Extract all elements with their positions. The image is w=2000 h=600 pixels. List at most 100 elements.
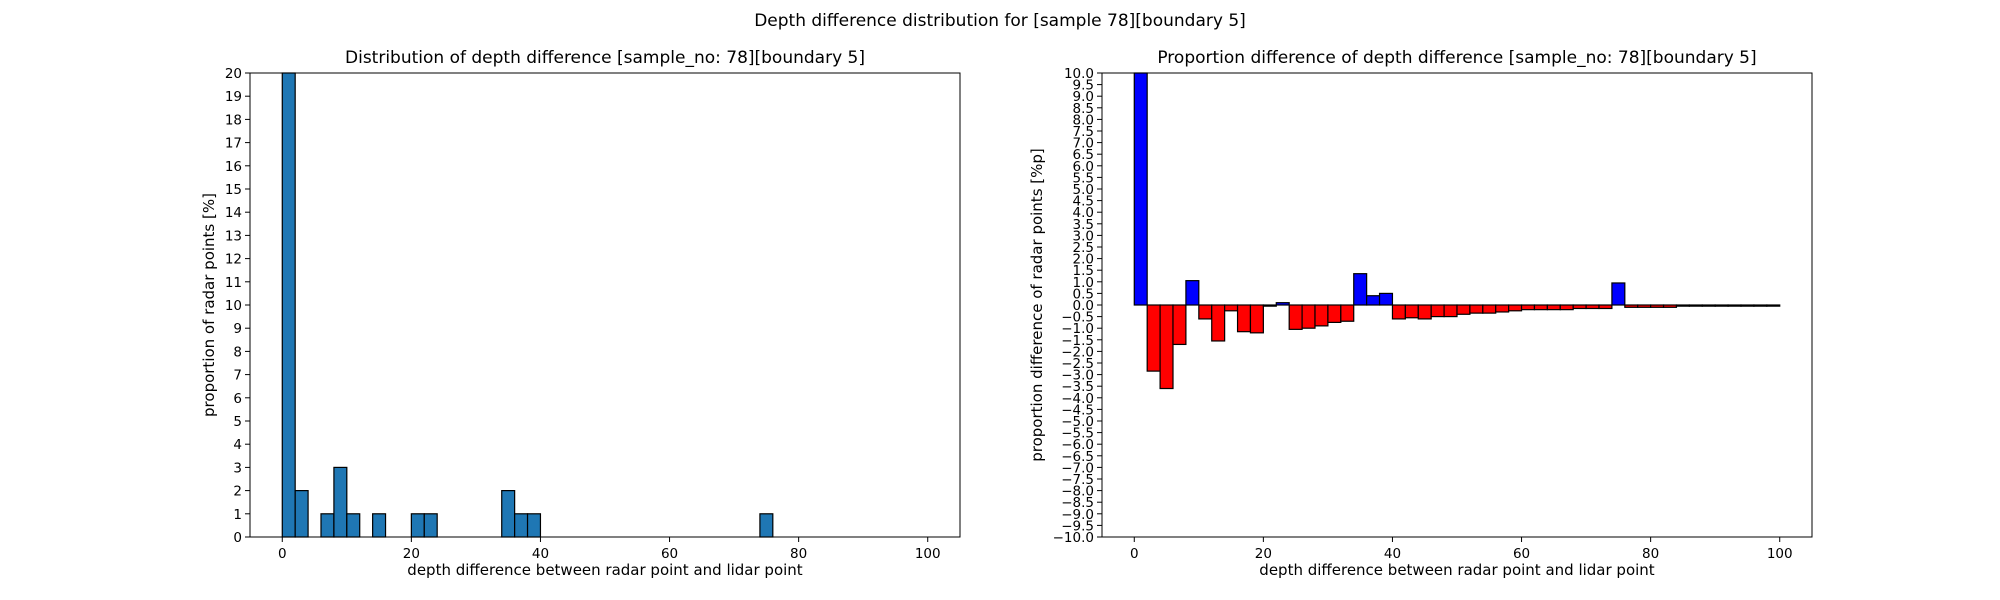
x-tick-label: 100 [915,546,941,562]
left-subplot: Distribution of depth difference [sample… [200,48,961,579]
y-tick-label: 0 [233,530,242,546]
bar [1172,304,1187,346]
y-tick-label: 1.5 [1073,263,1094,279]
bar [1288,304,1303,330]
right-x-axis-label: depth difference between radar point and… [1259,561,1655,579]
right-subplot: Proportion difference of depth differenc… [1028,48,1813,579]
bar [1727,304,1742,307]
bar [320,513,335,538]
x-tick-label: 60 [1513,546,1530,562]
y-tick-label: 0.5 [1073,286,1094,302]
y-tick-label: 15 [225,182,242,198]
bar [1378,292,1394,306]
x-tick-label: 20 [1255,546,1272,562]
y-tick-label: 10.0 [1064,66,1094,82]
left-plot-frame [249,72,961,538]
bar [1133,72,1148,306]
x-tick-label: 80 [1642,546,1659,562]
x-tick-label: 40 [532,546,549,562]
y-tick-label: −5.0 [1061,414,1094,430]
y-tick-label: 3 [233,460,242,476]
y-tick-label: 20 [225,66,242,82]
x-tick-label: 60 [661,546,678,562]
y-tick-label: −9.5 [1061,518,1094,534]
bar [1211,304,1226,342]
y-tick-label: −4.0 [1061,391,1094,407]
y-tick-label: 19 [225,89,242,105]
bar [1520,304,1536,311]
y-tick-label: −8.5 [1061,495,1094,511]
y-tick-label: 6 [233,391,242,407]
right-subplot-title: Proportion difference of depth differenc… [1157,48,1756,68]
bar [1688,304,1703,307]
bar [501,490,516,538]
bar [1598,304,1613,310]
left-x-axis-label: depth difference between radar point and… [407,561,803,579]
bar [1533,304,1548,311]
y-tick-label: −6.5 [1061,449,1094,465]
left-subplot-title: Distribution of depth difference [sample… [345,48,865,68]
right-plot-frame [1101,72,1813,538]
bar [1766,304,1781,307]
bar [1198,304,1213,320]
bar [1611,282,1626,306]
bar [372,513,387,538]
bar [423,513,438,538]
bar [346,513,361,538]
bar [1469,304,1484,314]
y-tick-label: 9 [233,321,242,337]
y-tick-label: 3.0 [1073,228,1094,244]
y-tick-label: 1 [233,507,242,523]
right-y-ticks: −10.0−9.5−9.0−8.5−8.0−7.5−7.0−6.5−6.0−5.… [1053,66,1102,546]
bar [1675,304,1690,307]
y-tick-label: 2 [233,484,242,500]
y-tick-label: 8.5 [1073,101,1094,117]
y-tick-label: 9.5 [1073,78,1094,94]
right-bars [1133,72,1781,390]
y-tick-label: 6.0 [1073,159,1094,175]
bar [1650,304,1665,308]
bar [1366,295,1381,306]
bar [1662,304,1678,308]
bar [1353,273,1368,306]
bar [1224,304,1239,312]
y-tick-label: 2.5 [1073,240,1094,256]
y-tick-label: −2.5 [1061,356,1094,372]
bar [1508,304,1523,312]
bar [1314,304,1329,327]
bar [1456,304,1471,315]
bar [1740,304,1755,307]
bar [1404,304,1419,319]
bar [333,466,348,538]
bar [1340,304,1355,322]
y-tick-label: 9.0 [1073,89,1094,105]
bar [1572,304,1587,310]
y-tick-label: 13 [225,228,242,244]
bar [1417,304,1432,320]
y-tick-label: 14 [225,205,242,221]
bar [1275,302,1290,306]
y-tick-label: 6.5 [1073,147,1094,163]
bar [281,72,296,538]
y-tick-label: 10 [225,298,242,314]
y-tick-label: 4.0 [1073,205,1094,221]
x-tick-label: 0 [278,546,287,562]
bar [1185,280,1200,306]
x-tick-label: 0 [1130,546,1139,562]
y-tick-label: −0.5 [1061,310,1094,326]
y-tick-label: 18 [225,112,242,128]
bar [294,490,309,538]
y-tick-label: 4 [233,437,242,453]
y-tick-label: 1.0 [1073,275,1094,291]
y-tick-label: 0.0 [1073,298,1094,314]
y-tick-label: 17 [225,136,242,152]
y-tick-label: 16 [225,159,242,175]
bar [1482,304,1497,314]
y-tick-label: −3.5 [1061,379,1094,395]
y-tick-label: −8.0 [1061,484,1094,500]
bar [1753,304,1768,307]
x-tick-label: 100 [1767,546,1793,562]
bar [1327,304,1342,323]
y-tick-label: −4.5 [1061,402,1094,418]
bar [1249,304,1264,334]
